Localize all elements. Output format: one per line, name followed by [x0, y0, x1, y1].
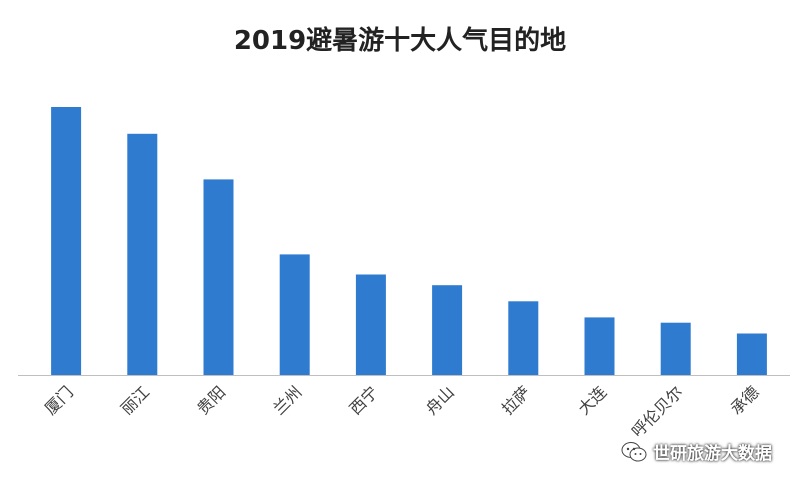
bar-0 [51, 107, 82, 375]
bar-7 [584, 317, 615, 375]
bar-6 [508, 301, 539, 375]
bar-3 [279, 254, 310, 375]
x-tick-label-2: 贵阳 [193, 382, 229, 418]
x-tick-label-8: 呼伦贝尔 [628, 382, 687, 441]
wechat-icon [621, 441, 647, 461]
bar-9 [736, 333, 767, 375]
x-tick-label-9: 承德 [727, 382, 763, 418]
chart-title: 2019避暑游十大人气目的地 [233, 26, 567, 56]
bar-8 [660, 322, 691, 375]
x-tick-label-3: 兰州 [269, 382, 305, 418]
bar-2 [203, 179, 234, 375]
watermark: 世研旅游大数据 [621, 439, 772, 464]
x-tick-label-1: 丽江 [117, 382, 153, 418]
bar-5 [432, 285, 463, 375]
bar-1 [127, 133, 158, 375]
x-tick-label-4: 西宁 [346, 382, 382, 418]
x-tick-label-5: 舟山 [422, 382, 458, 418]
x-tick-label-7: 大连 [574, 382, 610, 418]
x-tick-label-0: 厦门 [41, 382, 77, 418]
bar-4 [355, 274, 386, 375]
watermark-text: 世研旅游大数据 [653, 444, 772, 464]
x-tick-label-6: 拉萨 [498, 382, 534, 418]
